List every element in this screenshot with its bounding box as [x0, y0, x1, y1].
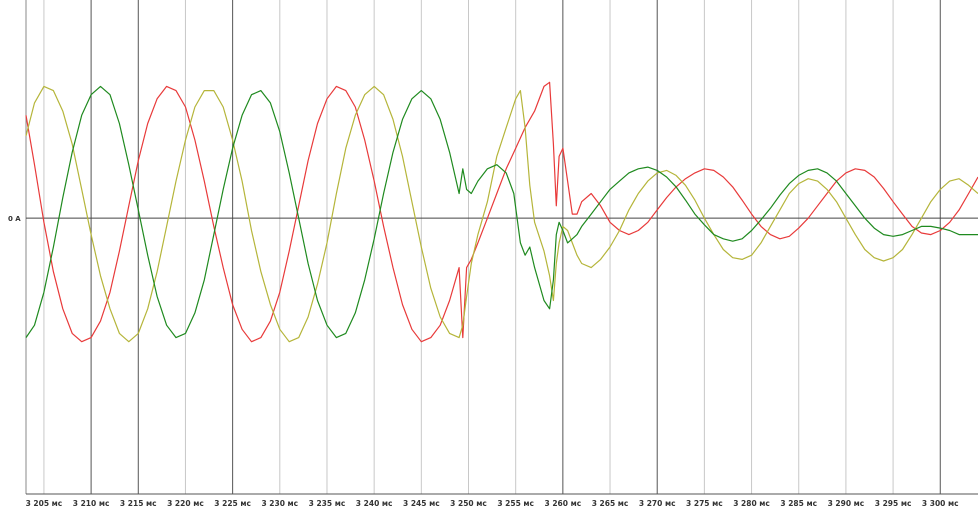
x-tick-label-5: 3 230 мс — [261, 499, 298, 508]
x-tick-label-17: 3 290 мс — [828, 499, 865, 508]
x-tick-label-15: 3 280 мс — [733, 499, 770, 508]
x-tick-label-1: 3 210 мс — [73, 499, 110, 508]
x-tick-label-3: 3 220 мс — [167, 499, 204, 508]
x-tick-label-12: 3 265 мс — [592, 499, 629, 508]
series-line-1 — [25, 85, 978, 343]
y-zero-label: 0 A — [8, 215, 21, 223]
x-tick-label-13: 3 270 мс — [639, 499, 676, 508]
x-tick-label-8: 3 245 мс — [403, 499, 440, 508]
x-tick-label-4: 3 225 мс — [214, 499, 251, 508]
x-tick-label-6: 3 235 мс — [309, 499, 346, 508]
series-group — [25, 81, 978, 343]
x-tick-label-14: 3 275 мс — [686, 499, 723, 508]
x-tick-label-10: 3 255 мс — [497, 499, 534, 508]
x-tick-label-7: 3 240 мс — [356, 499, 393, 508]
series-line-0 — [25, 81, 978, 343]
x-tick-labels: 3 205 мс 3 210 мс 3 215 мс 3 220 мс 3 225 мс… — [26, 499, 959, 508]
series-line-2 — [25, 85, 978, 339]
x-tick-label-19: 3 300 мс — [922, 499, 959, 508]
x-tick-label-16: 3 285 мс — [780, 499, 817, 508]
x-tick-label-9: 3 250 мс — [450, 499, 487, 508]
x-tick-label-18: 3 295 мс — [875, 499, 912, 508]
x-tick-label-2: 3 215 мс — [120, 499, 157, 508]
x-tick-label-0: 3 205 мс — [26, 499, 63, 508]
x-tick-label-11: 3 260 мс — [545, 499, 582, 508]
